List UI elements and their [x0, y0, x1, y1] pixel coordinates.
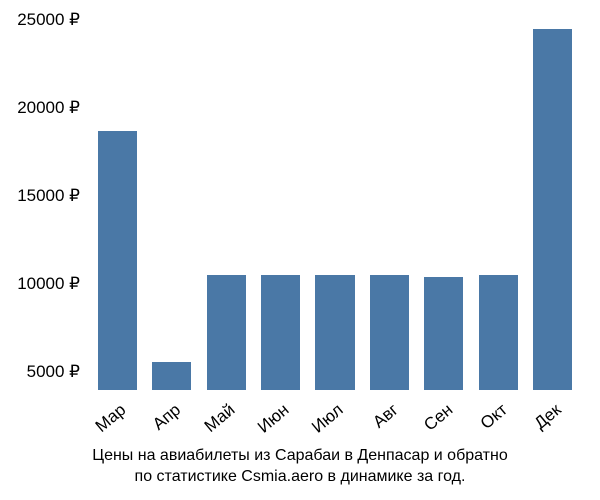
x-label-slot: Июл: [308, 395, 362, 445]
x-tick-label: Июн: [254, 400, 293, 437]
x-label-slot: Окт: [471, 395, 525, 445]
bar-slot: [526, 20, 580, 390]
bars-container: [90, 20, 580, 390]
x-tick-label: Мар: [92, 400, 130, 437]
bar: [370, 275, 409, 390]
bar: [315, 275, 354, 390]
y-axis: 5000 ₽10000 ₽15000 ₽20000 ₽25000 ₽: [0, 20, 85, 390]
bar-slot: [144, 20, 198, 390]
y-tick-label: 20000 ₽: [17, 98, 80, 118]
y-tick-label: 15000 ₽: [17, 186, 80, 206]
bar-slot: [362, 20, 416, 390]
x-tick-label: Июл: [309, 400, 348, 438]
y-tick-label: 10000 ₽: [17, 274, 80, 294]
y-tick-label: 5000 ₽: [27, 362, 80, 382]
x-tick-label: Май: [201, 400, 239, 437]
price-chart: 5000 ₽10000 ₽15000 ₽20000 ₽25000 ₽: [90, 20, 580, 390]
x-tick-label: Сен: [420, 400, 457, 435]
x-label-slot: Май: [199, 395, 253, 445]
x-axis: Мар Апр Май Июн Июл Авг Сен Окт Дек: [90, 395, 580, 445]
bar-slot: [417, 20, 471, 390]
bar-slot: [199, 20, 253, 390]
x-tick-label: Окт: [476, 400, 511, 434]
plot-area: [90, 20, 580, 390]
x-tick-label: Апр: [149, 400, 185, 435]
x-tick-label: Дек: [531, 400, 566, 434]
y-tick-label: 25000 ₽: [17, 10, 80, 30]
bar-slot: [90, 20, 144, 390]
bar: [479, 275, 518, 390]
x-label-slot: Дек: [526, 395, 580, 445]
caption-line-1: Цены на авиабилеты из Сарабаи в Денпасар…: [92, 447, 508, 464]
bar: [261, 275, 300, 390]
bar: [533, 29, 572, 390]
x-tick-label: Авг: [369, 400, 402, 432]
x-label-slot: Авг: [362, 395, 416, 445]
bar-slot: [471, 20, 525, 390]
x-label-slot: Апр: [144, 395, 198, 445]
x-label-slot: Июн: [253, 395, 307, 445]
x-label-slot: Мар: [90, 395, 144, 445]
bar-slot: [308, 20, 362, 390]
bar-slot: [253, 20, 307, 390]
bar: [424, 277, 463, 390]
caption-line-2: по статистике Csmia.aero в динамике за г…: [135, 468, 466, 485]
chart-caption: Цены на авиабилеты из Сарабаи в Денпасар…: [0, 445, 600, 488]
x-label-slot: Сен: [417, 395, 471, 445]
bar: [98, 131, 137, 390]
bar: [152, 362, 191, 390]
bar: [207, 275, 246, 390]
